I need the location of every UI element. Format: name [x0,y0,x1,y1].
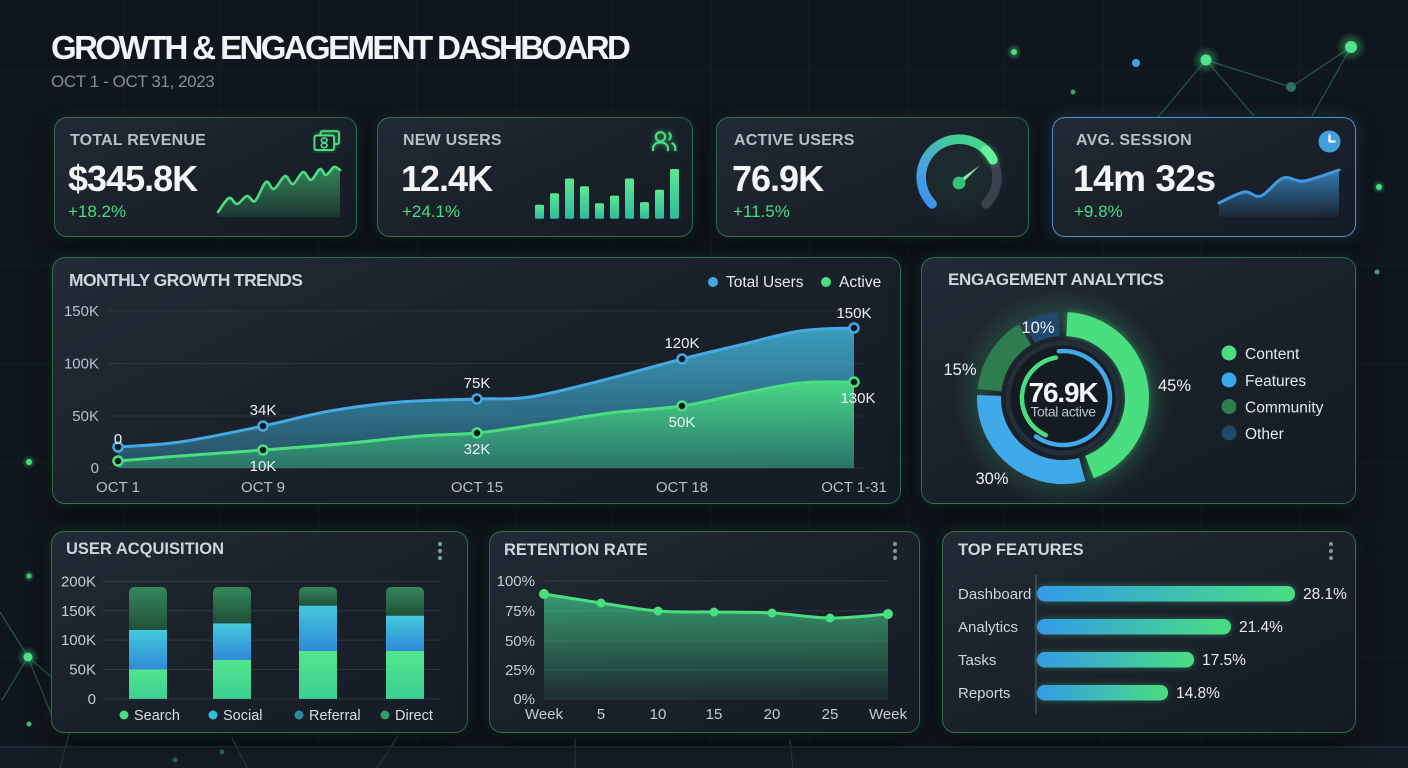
svg-text:0%: 0% [513,691,535,708]
svg-text:75%: 75% [505,603,535,620]
svg-text:50K: 50K [72,408,99,425]
svg-text:14.8%: 14.8% [1176,685,1220,702]
svg-text:10%: 10% [1021,319,1054,337]
svg-text:32K: 32K [464,441,491,458]
svg-text:Active: Active [839,274,881,291]
svg-text:15: 15 [706,706,723,723]
svg-text:Dashboard: Dashboard [958,586,1031,603]
svg-text:OCT 1-31: OCT 1-31 [821,479,887,496]
svg-text:OCT 18: OCT 18 [656,479,708,496]
svg-text:50K: 50K [69,662,96,679]
svg-text:Direct: Direct [395,708,433,724]
svg-text:OCT 9: OCT 9 [241,479,285,496]
svg-text:Search: Search [134,708,180,724]
svg-text:45%: 45% [1158,377,1191,395]
svg-text:Community: Community [1245,400,1324,417]
svg-text:75K: 75K [464,375,491,392]
svg-text:100K: 100K [61,632,96,649]
svg-text:25%: 25% [505,662,535,679]
svg-text:Reports: Reports [958,685,1011,702]
svg-text:200K: 200K [61,573,96,590]
svg-text:Other: Other [1245,426,1284,443]
svg-text:Content: Content [1245,346,1300,363]
svg-text:Referral: Referral [309,708,361,724]
svg-text:Total active: Total active [1030,404,1096,420]
svg-text:Week: Week [869,706,908,723]
svg-text:OCT 15: OCT 15 [451,479,503,496]
svg-text:Week: Week [525,706,564,723]
svg-text:Total Users: Total Users [726,274,804,291]
svg-text:15%: 15% [943,361,976,379]
svg-text:10: 10 [650,706,667,723]
svg-text:100K: 100K [64,356,99,373]
svg-text:17.5%: 17.5% [1202,652,1246,669]
svg-text:100%: 100% [497,573,535,590]
svg-text:Social: Social [223,708,263,724]
svg-text:0: 0 [114,431,122,448]
svg-text:5: 5 [597,706,605,723]
svg-text:Tasks: Tasks [958,652,996,669]
svg-text:150K: 150K [64,303,99,320]
svg-text:50%: 50% [505,633,535,650]
svg-text:20: 20 [764,706,781,723]
svg-text:Analytics: Analytics [958,619,1018,636]
svg-text:0: 0 [91,460,99,477]
svg-text:150K: 150K [61,603,96,620]
svg-text:30%: 30% [975,470,1008,488]
svg-text:OCT 1: OCT 1 [96,479,140,496]
svg-text:Features: Features [1245,373,1306,390]
svg-text:0: 0 [88,691,96,708]
svg-text:76.9K: 76.9K [1029,377,1099,408]
svg-text:10K: 10K [250,458,277,475]
svg-text:150K: 150K [836,305,871,322]
svg-text:50K: 50K [669,414,696,431]
svg-text:25: 25 [822,706,839,723]
svg-text:21.4%: 21.4% [1239,619,1283,636]
svg-text:120K: 120K [664,335,699,352]
svg-text:130K: 130K [840,390,875,407]
svg-text:28.1%: 28.1% [1303,586,1347,603]
svg-text:34K: 34K [250,402,277,419]
